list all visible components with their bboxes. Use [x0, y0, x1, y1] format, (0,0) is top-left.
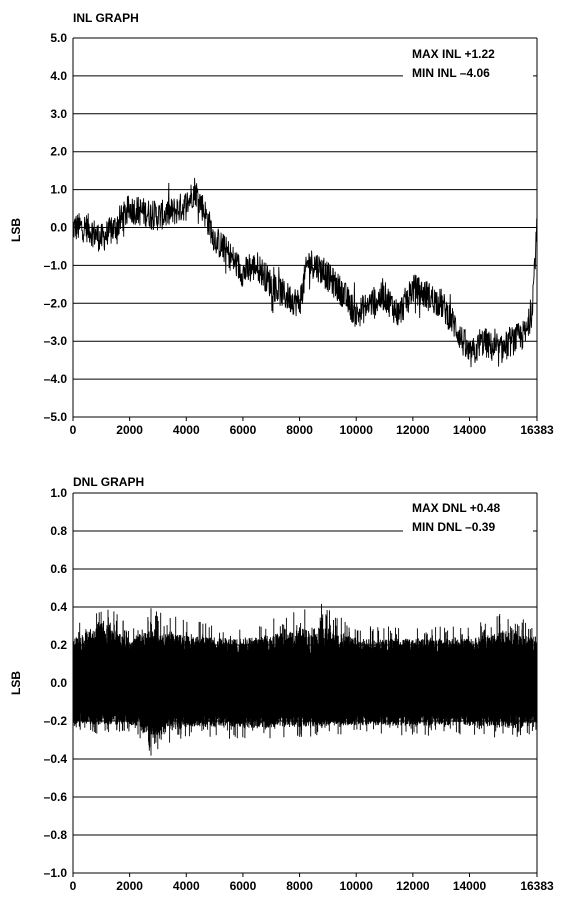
- dnl-y-tick-label: 0.0: [50, 676, 67, 690]
- dnl-core-band: [73, 652, 537, 714]
- dnl-y-tick-label: –0.4: [44, 752, 68, 766]
- inl-x-tick-label: 6000: [230, 423, 257, 437]
- dnl-chart: DNL GRAPH 1.0 0.8 0.6 0.4 0.2 0.0 –0.2 –0.4 –0.6…: [9, 475, 554, 893]
- inl-y-tick-label: 2.0: [50, 145, 67, 159]
- inl-x-tick-label: 16383: [520, 423, 554, 437]
- inl-y-tick-label: 1.0: [50, 183, 67, 197]
- inl-x-tick-label: 4000: [173, 423, 200, 437]
- dnl-y-tick-label: 0.6: [50, 562, 67, 576]
- inl-x-tick-label: 10000: [340, 423, 374, 437]
- dnl-y-axis-label: LSB: [9, 671, 23, 695]
- inl-y-tick-label: 0.0: [50, 221, 67, 235]
- inl-min-annotation: MIN INL –4.06: [412, 66, 490, 80]
- dnl-x-tick-label: 0: [70, 879, 77, 893]
- dnl-y-tick-label: –0.2: [44, 714, 68, 728]
- dnl-trace: [72, 603, 538, 756]
- dnl-x-tick-label: 8000: [286, 879, 313, 893]
- inl-chart: INL GRAPH 5.0 4.0 3.0 2.0 1.0 0.0 –1.0 –2.0 –3.0…: [9, 11, 554, 437]
- inl-y-tick-labels: 5.0 4.0 3.0 2.0 1.0 0.0 –1.0 –2.0 –3.0 –4.0 –5.0: [44, 31, 68, 424]
- dnl-stats-box: [403, 500, 533, 534]
- inl-max-annotation: MAX INL +1.22: [412, 47, 495, 61]
- dnl-x-tick-labels: 0 2000 4000 6000 8000 10000 12000 14000 16383: [70, 879, 554, 893]
- inl-y-tick-label: –4.0: [44, 372, 68, 386]
- inl-y-tick-label: –3.0: [44, 334, 68, 348]
- dnl-x-tick-label: 6000: [230, 879, 257, 893]
- inl-x-tick-label: 0: [70, 423, 77, 437]
- inl-x-tick-labels: 0 2000 4000 6000 8000 10000 12000 14000 16383: [70, 423, 554, 437]
- dnl-y-tick-labels: 1.0 0.8 0.6 0.4 0.2 0.0 –0.2 –0.4 –0.6 –0.8 –1.0: [44, 486, 68, 880]
- dnl-y-tick-label: –0.6: [44, 790, 68, 804]
- inl-x-tick-label: 14000: [453, 423, 487, 437]
- dnl-x-tick-label: 12000: [396, 879, 430, 893]
- inl-y-tick-label: –5.0: [44, 410, 68, 424]
- dnl-min-annotation: MIN DNL –0.39: [412, 520, 495, 534]
- inl-x-tick-label: 12000: [396, 423, 430, 437]
- dnl-x-tick-label: 16383: [520, 879, 554, 893]
- dnl-x-tick-label: 4000: [173, 879, 200, 893]
- dnl-y-tick-label: –0.8: [44, 828, 68, 842]
- dnl-y-tick-label: 0.4: [50, 600, 67, 614]
- dnl-y-tick-label: –1.0: [44, 866, 68, 880]
- inl-y-tick-label: –2.0: [44, 296, 68, 310]
- inl-y-tick-label: 5.0: [50, 31, 67, 45]
- inl-y-tick-label: 4.0: [50, 69, 67, 83]
- dnl-x-tick-label: 10000: [340, 879, 374, 893]
- inl-y-tick-label: 3.0: [50, 107, 67, 121]
- dnl-max-annotation: MAX DNL +0.48: [412, 501, 500, 515]
- inl-series-line: [72, 177, 538, 368]
- inl-gridlines: [72, 37, 538, 421]
- inl-chart-title: INL GRAPH: [73, 11, 139, 25]
- inl-x-tick-label: 2000: [116, 423, 143, 437]
- inl-y-tick-label: –1.0: [44, 258, 68, 272]
- inl-stats-box: [403, 47, 533, 81]
- dnl-x-tick-label: 14000: [453, 879, 487, 893]
- inl-trace: [72, 177, 538, 368]
- inl-x-tick-label: 8000: [286, 423, 313, 437]
- dnl-y-tick-label: 0.2: [50, 638, 67, 652]
- dnl-y-tick-label: 1.0: [50, 486, 67, 500]
- dnl-x-tick-label: 2000: [116, 879, 143, 893]
- inl-y-axis-label: LSB: [9, 218, 23, 242]
- dnl-chart-title: DNL GRAPH: [73, 475, 144, 489]
- dnl-y-tick-label: 0.8: [50, 524, 67, 538]
